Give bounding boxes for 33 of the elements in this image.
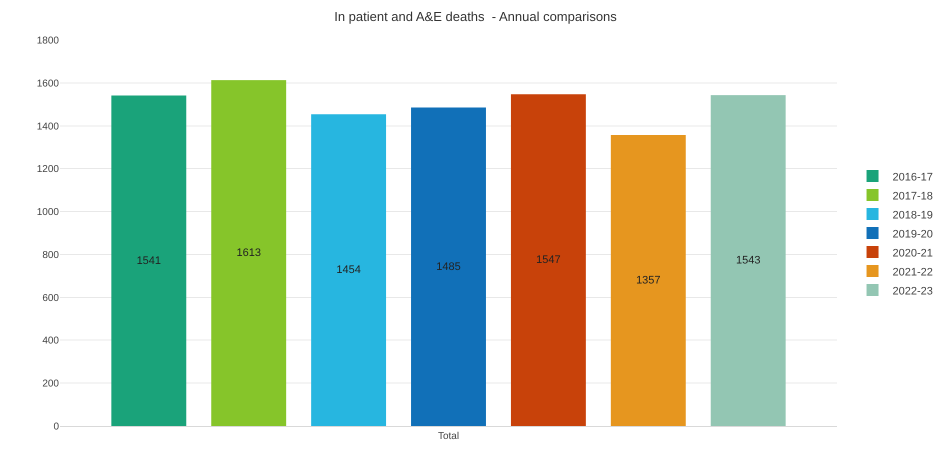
data-label: 1541 xyxy=(136,254,162,267)
legend-label: 2016-17 xyxy=(892,171,933,184)
x-tick-label: Total xyxy=(438,431,460,442)
bar xyxy=(111,96,186,426)
bar xyxy=(311,114,386,426)
y-tick-label: 0 xyxy=(53,422,60,432)
data-label: 1547 xyxy=(536,254,561,266)
y-tick-label: 800 xyxy=(42,250,60,261)
bar xyxy=(710,95,786,426)
bar xyxy=(211,80,286,426)
legend-label: 2018-19 xyxy=(892,209,933,222)
y-tick-label: 1800 xyxy=(36,36,60,46)
legend-label: 2021-22 xyxy=(892,266,933,278)
legend-label: 2017-18 xyxy=(892,190,933,202)
y-tick-label: 1600 xyxy=(36,78,60,90)
y-tick-label: 600 xyxy=(42,292,60,304)
data-label: 1613 xyxy=(236,247,261,260)
data-label: 1485 xyxy=(436,260,461,273)
legend-label: 2019-20 xyxy=(892,228,933,240)
bar xyxy=(411,108,486,426)
y-tick-label: 1200 xyxy=(36,164,60,176)
legend-label: 2020-21 xyxy=(892,247,933,260)
bar xyxy=(610,135,686,426)
y-tick-label: 400 xyxy=(42,336,60,347)
y-tick-label: 1400 xyxy=(36,121,60,132)
chart-title: In patient and A&E deaths - Annual comparisons xyxy=(334,8,618,24)
legend-label: 2022-23 xyxy=(892,285,933,298)
y-tick-label: 1000 xyxy=(36,207,60,218)
data-label: 1454 xyxy=(336,264,361,276)
y-tick-label: 200 xyxy=(42,378,60,390)
data-label: 1357 xyxy=(636,274,661,286)
bar xyxy=(510,94,586,426)
data-label: 1543 xyxy=(736,254,760,267)
